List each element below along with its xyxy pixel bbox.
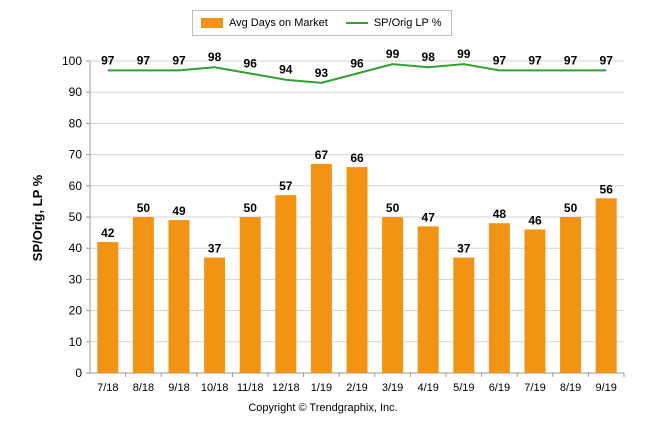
line-data-label: 97 [137,53,151,67]
y-tick-label: 0 [75,366,82,380]
legend: Avg Days on Market SP/Orig LP % [192,10,452,36]
y-tick-label: 30 [69,272,83,286]
line-data-labels: 97 97 97 98 96 94 93 96 99 98 99 97 97 97 97 [101,47,613,80]
line-data-label: 97 [564,53,578,67]
x-tick-label: 1/19 [311,382,332,394]
legend-swatch-bar [201,18,223,28]
legend-item-line: SP/Orig LP % [345,17,442,29]
y-tick-label: 10 [69,335,83,349]
bar [275,195,297,373]
line-data-label: 99 [386,47,400,61]
x-tick-label: 5/19 [453,382,474,394]
y-tick-label: 100 [62,54,82,68]
bar-data-label: 49 [172,204,186,218]
bar-data-label: 50 [564,201,578,215]
line-data-label: 98 [422,50,436,64]
bar-data-label: 66 [350,151,364,165]
bar-data-label: 50 [386,201,400,215]
x-tick-label: 9/18 [168,382,189,394]
bar [488,223,510,373]
y-tick-label: 20 [69,304,83,318]
bar-data-labels: 42 50 49 37 50 57 67 66 50 47 37 48 46 50 56 [101,148,613,256]
bar-data-label: 57 [279,179,293,193]
legend-label-bars: Avg Days on Market [229,17,328,29]
line-data-label: 97 [493,53,507,67]
line-data-label: 96 [350,56,364,70]
bar-data-label: 50 [137,201,151,215]
x-tick-label: 8/18 [133,382,154,394]
x-tick-label: 3/19 [382,382,403,394]
x-tick-label: 8/19 [560,382,581,394]
bar [310,163,332,373]
bar-data-label: 37 [457,242,471,256]
line-data-label: 97 [172,53,186,67]
bar-data-label: 50 [244,201,258,215]
line-data-label: 97 [101,53,115,67]
x-tick-label: 9/19 [595,382,616,394]
x-tick-label: 11/18 [237,382,264,394]
line-data-label: 96 [244,56,258,70]
legend-label-line: SP/Orig LP % [373,17,442,29]
copyright-text: Copyright © Trendgraphix, Inc. [248,402,398,414]
bar-data-label: 48 [493,207,507,221]
bar-data-label: 37 [208,242,222,256]
x-tick-label: 6/19 [489,382,510,394]
y-axis-ticks: 0 10 20 30 40 50 60 70 80 90 100 [62,54,90,380]
x-axis-ticks: 7/18 8/18 9/18 10/18 11/18 12/18 1/19 2/19 3/19 4… [97,373,625,394]
line-series [107,63,607,84]
line-data-label: 97 [600,53,614,67]
bar [346,167,368,373]
bar-series [97,163,617,373]
y-tick-label: 70 [69,148,83,162]
x-tick-label: 2/19 [346,382,367,394]
bar-data-label: 47 [422,210,436,224]
y-tick-label: 80 [69,116,83,130]
x-tick-label: 4/19 [417,382,438,394]
bar [453,257,475,373]
x-tick-label: 7/18 [97,382,118,394]
bar [132,217,154,373]
line-data-label: 99 [457,47,471,61]
bar [168,220,190,373]
bar [382,217,404,373]
bar [560,217,582,373]
bar [204,257,226,373]
bar [97,241,119,373]
y-tick-label: 90 [69,85,83,99]
line-data-label: 97 [528,53,542,67]
y-tick-label: 40 [69,241,83,255]
x-tick-label: 10/18 [201,382,229,394]
y-tick-label: 50 [69,210,83,224]
line-data-label: 98 [208,50,222,64]
bar-data-label: 46 [528,213,542,227]
y-axis-label: SP/Orig, LP % [30,174,45,261]
bar-data-label: 67 [315,148,329,162]
legend-item-bars: Avg Days on Market [201,17,328,29]
bar-data-label: 56 [600,182,614,196]
line-data-label: 94 [279,63,293,77]
y-tick-label: 60 [69,179,83,193]
bar [417,226,439,373]
bar [595,198,617,373]
bar-data-label: 42 [101,226,115,240]
x-tick-label: 7/19 [524,382,545,394]
line-path [107,63,607,84]
bar [239,217,261,373]
line-data-label: 93 [315,66,329,80]
bar [524,229,546,373]
x-tick-label: 12/18 [272,382,300,394]
legend-swatch-line [345,22,368,24]
